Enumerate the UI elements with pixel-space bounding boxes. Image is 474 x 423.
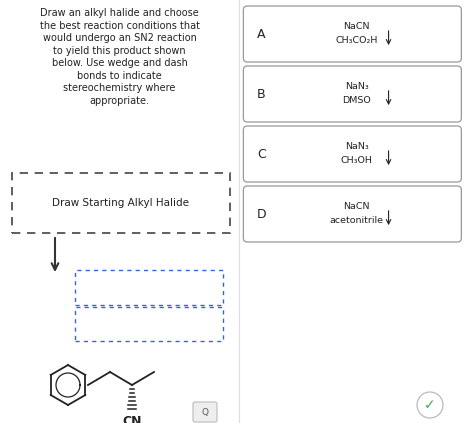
Text: CH₃OH: CH₃OH [341,156,373,165]
Text: Draw Starting Alkyl Halide: Draw Starting Alkyl Halide [53,198,190,208]
Text: appropriate.: appropriate. [90,96,150,105]
Text: the best reaction conditions that: the best reaction conditions that [40,20,200,30]
FancyBboxPatch shape [243,6,461,62]
Text: Q: Q [201,407,209,417]
FancyBboxPatch shape [243,186,461,242]
Text: CH₃CO₂H: CH₃CO₂H [336,36,378,44]
Text: bonds to indicate: bonds to indicate [77,71,162,80]
Text: NaCN: NaCN [343,201,370,211]
Text: ✓: ✓ [424,398,436,412]
Text: NaN₃: NaN₃ [345,142,368,151]
Text: Draw an alkyl halide and choose: Draw an alkyl halide and choose [40,8,199,18]
Text: acetonitrile: acetonitrile [329,215,383,225]
Text: stereochemistry where: stereochemistry where [64,83,176,93]
Text: B: B [257,88,266,101]
FancyBboxPatch shape [193,402,217,422]
Text: below. Use wedge and dash: below. Use wedge and dash [52,58,188,68]
FancyBboxPatch shape [243,66,461,122]
Text: NaN₃: NaN₃ [345,82,368,91]
FancyBboxPatch shape [243,126,461,182]
Text: to yield this product shown: to yield this product shown [54,46,186,55]
Text: DMSO: DMSO [342,96,371,104]
Text: D: D [256,208,266,220]
Text: A: A [257,27,265,41]
Text: would undergo an SN2 reaction: would undergo an SN2 reaction [43,33,197,43]
Text: C: C [257,148,266,160]
Circle shape [417,392,443,418]
Text: NaCN: NaCN [343,22,370,30]
Text: CN: CN [122,415,142,423]
